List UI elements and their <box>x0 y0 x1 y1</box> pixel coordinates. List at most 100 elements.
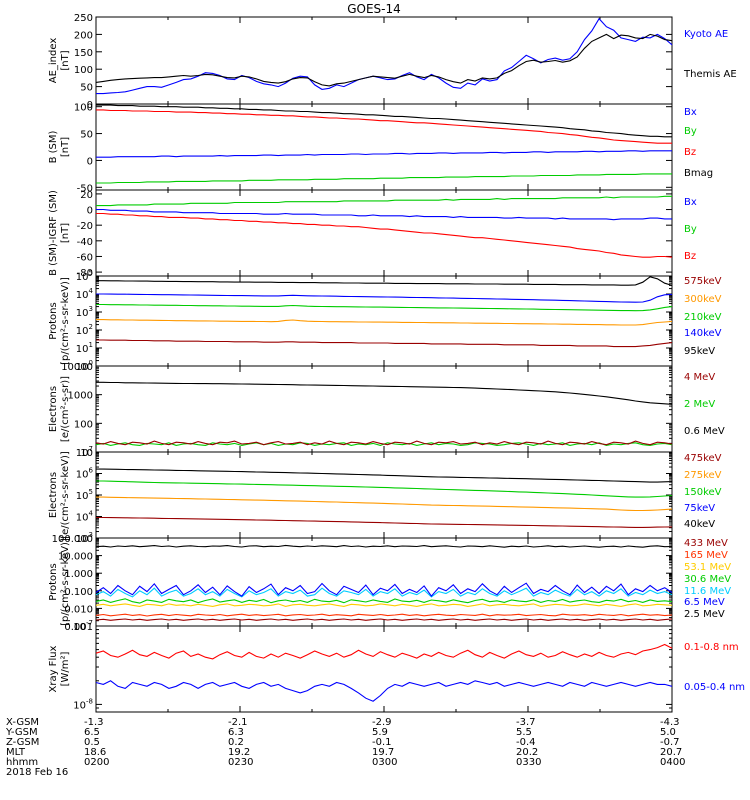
series-line-protons_low-0 <box>96 276 673 286</box>
legend-label: Bmag <box>684 168 713 179</box>
y-tick-label: 105 <box>76 488 93 502</box>
legend-label: 300keV <box>684 294 722 305</box>
series-line-protons_low-1 <box>96 319 673 326</box>
series-line-protons_low-2 <box>96 303 673 312</box>
y-tick-label: 0.100 <box>64 587 93 598</box>
y-tick-label: 103 <box>76 531 93 545</box>
y-tick-label: 100 <box>76 359 93 373</box>
y-tick-label: 107 <box>76 445 93 459</box>
ephemeris-value: -0.1 <box>372 737 392 748</box>
legend-label: 6.5 MeV <box>684 597 725 608</box>
y-tick-label: 10-8 <box>73 697 93 711</box>
series-line-bsm-3 <box>96 104 672 138</box>
legend-label: 210keV <box>684 312 722 323</box>
ephemeris-row-label: MLT <box>6 747 26 758</box>
ephemeris-value: 5.9 <box>372 727 388 738</box>
y-tick-label: 101 <box>76 341 93 355</box>
series-line-protons_low-3 <box>96 293 673 303</box>
panel-frame <box>95 16 673 105</box>
legend-label: Bx <box>684 107 697 118</box>
panel-frame <box>95 625 673 713</box>
panel-ae: 0 50 100 150 200 250 AE_index [nT] Kyoto AE Themi… <box>48 13 737 111</box>
legend-label: 165 MeV <box>684 550 728 561</box>
y-tick-label: -80 <box>77 268 93 279</box>
legend-label: Bz <box>684 147 696 158</box>
y-tick-label: 50 <box>80 130 93 141</box>
series-line-protons_high-3 <box>95 598 673 604</box>
legend-label: Bz <box>684 251 696 262</box>
y-axis-label: [e/(cm²-s-sr)] <box>60 376 71 442</box>
legend-label: 0.6 MeV <box>684 426 725 437</box>
y-tick-label: -60 <box>77 252 93 263</box>
legend-label: 40keV <box>684 519 715 530</box>
y-axis-label: Electrons <box>48 386 59 432</box>
legend-label: 53.1 MeV <box>684 562 731 573</box>
panel-bsm: -50 0 50 100 B (SM) [nT] Bx By Bz Bmag <box>48 103 713 195</box>
y-axis-label: B (SM) <box>48 130 59 163</box>
y-tick-label: 50 <box>80 83 93 94</box>
y-axis-label: [nT] <box>60 137 71 157</box>
series-line-bsm-2 <box>96 109 672 144</box>
ephemeris-value: 5.5 <box>516 727 532 738</box>
y-axis-label: [p/(cm²-s-sr-keV)] <box>60 538 71 626</box>
y-axis-label: B (SM)-IGRF (SM) <box>48 190 59 276</box>
ephemeris-value: 19.2 <box>228 747 250 758</box>
ephemeris-row-label: 2018 Feb 16 <box>6 767 68 778</box>
series-line-electrons_kev-3 <box>96 516 673 528</box>
panel-electrons_kev: 103 104 105 106 107 Electrons [e/(cm²-s-sr-keV… <box>48 445 722 545</box>
series-line-electrons_mev-2 <box>95 440 673 446</box>
ephemeris-value: 0330 <box>516 757 541 768</box>
y-tick-label: 1000 <box>68 391 93 402</box>
series-line-protons_high-0 <box>95 618 673 621</box>
y-tick-label: -50 <box>77 183 93 194</box>
panel-frame <box>95 189 673 277</box>
legend-label: 433 MeV <box>684 538 728 549</box>
y-tick-label: 105 <box>76 269 93 283</box>
y-tick-label: 0 <box>87 156 93 167</box>
series-line-protons_high-2 <box>95 603 673 607</box>
y-axis-label: Xray Flux <box>48 645 59 692</box>
series-line-electrons_kev-1 <box>96 480 673 498</box>
legend-label: 11.6 MeV <box>684 586 731 597</box>
y-axis-label: [e/(cm²-s-sr-keV)] <box>60 451 71 539</box>
y-tick-label: 102 <box>76 323 93 337</box>
panel-xray: 10-8 10-7 Xray Flux [W/m²] 0.1-0.8 nm 0.05-0.… <box>48 619 745 713</box>
series-line-protons_high-6 <box>95 544 673 548</box>
y-tick-label: 104 <box>76 287 94 301</box>
series-line-ae-1 <box>95 33 673 87</box>
plot-title: GOES-14 <box>347 2 401 16</box>
series-line-bigrf-2 <box>96 212 673 258</box>
ephemeris-value: 19.7 <box>372 747 394 758</box>
legend-label: 4 MeV <box>684 372 715 383</box>
y-tick-label: 10 <box>80 448 93 459</box>
series-line-bsm-1 <box>96 173 672 184</box>
ephemeris-value: 0300 <box>372 757 397 768</box>
series-line-protons_high-5 <box>95 582 673 597</box>
ephemeris-value: -0.7 <box>660 737 680 748</box>
ephemeris-value: 20.7 <box>660 747 682 758</box>
y-tick-label: 0 <box>87 100 93 111</box>
y-tick-label: 250 <box>74 13 93 24</box>
series-line-protons_low-4 <box>96 339 673 348</box>
y-tick-label: 10.000 <box>58 552 93 563</box>
panel-bigrf: -80 -60 -40 -20 0 20 B (SM)-IGRF (SM) [nT] Bx By B… <box>48 189 697 279</box>
legend-label: Kyoto AE <box>684 29 728 40</box>
y-axis-label: Protons <box>48 302 59 339</box>
y-tick-label: 20 <box>80 190 93 201</box>
series-line-bigrf-0 <box>96 208 672 221</box>
panel-electrons_mev: 10 100 1000 10000 Electrons [e/(cm²-s-sr)] 4 M… <box>48 362 725 459</box>
legend-label: By <box>684 126 697 137</box>
ephemeris-value: 20.2 <box>516 747 538 758</box>
panel-frame <box>95 537 673 627</box>
y-axis-label: [W/m²] <box>60 651 71 686</box>
y-tick-label: 0.001 <box>64 622 93 633</box>
ephemeris-value: 0.2 <box>228 737 244 748</box>
legend-label: 575keV <box>684 276 722 287</box>
y-tick-label: 100 <box>74 103 93 114</box>
legend-label: Themis AE <box>683 69 737 80</box>
series-line-electrons_mev-0 <box>96 381 673 405</box>
legend-label: 75keV <box>684 503 715 514</box>
series-line-xray-1 <box>95 680 673 702</box>
y-tick-label: 104 <box>76 510 94 524</box>
